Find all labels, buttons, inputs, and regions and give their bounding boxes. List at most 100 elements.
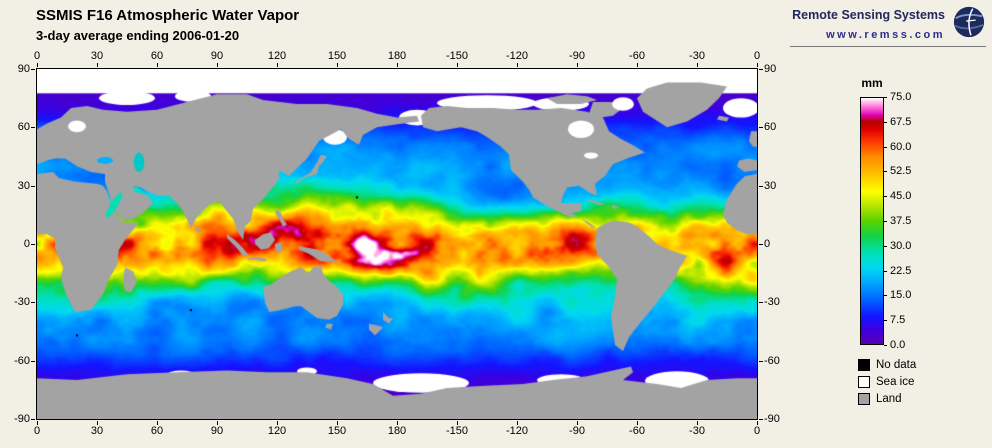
lon-tick-label-bottom: -60 (629, 425, 645, 437)
legend-item: No data (858, 359, 916, 371)
lat-tick-left (31, 69, 35, 70)
lat-tick-label-right: -60 (764, 354, 780, 367)
lat-tick-right (759, 302, 763, 304)
lon-tick-bottom (157, 421, 158, 425)
colorbar-tick-label: 30.0 (890, 239, 912, 252)
lat-tick-label-left: 30 (17, 179, 30, 192)
lat-tick-left (31, 419, 35, 420)
lat-tick-right (759, 419, 763, 420)
lat-tick-left (31, 302, 35, 304)
legend-swatch (858, 359, 870, 371)
lon-tick-top (217, 63, 218, 67)
map-legend: No data Sea ice Land (858, 359, 916, 405)
colorbar-tick-label: 52.5 (890, 165, 912, 178)
legend-label: Sea ice (876, 376, 915, 388)
lon-tick-label-top: -60 (629, 50, 645, 62)
colorbar-tick-label: 7.5 (890, 314, 906, 327)
lon-tick-label-top: 180 (387, 50, 407, 62)
lon-tick-label-bottom: 90 (210, 425, 224, 437)
lat-tick-label-right: -30 (764, 296, 780, 309)
lon-tick-label-bottom: 0 (33, 425, 41, 437)
lon-tick-label-bottom: 30 (90, 425, 104, 437)
page-subtitle: 3-day average ending 2006-01-20 (36, 28, 240, 43)
lon-tick-label-top: 60 (150, 50, 164, 62)
legend-label: Land (876, 393, 902, 405)
colorbar-tick (884, 146, 887, 148)
colorbar-tick-label: 67.5 (890, 115, 912, 128)
lon-tick-top (397, 63, 398, 67)
lon-tick-label-bottom: -120 (505, 425, 529, 437)
legend-item: Land (858, 393, 916, 405)
lat-tick-label-left: 60 (17, 121, 30, 134)
lon-tick-bottom (637, 421, 638, 425)
legend-swatch (858, 393, 870, 405)
lat-tick-right (759, 69, 763, 70)
lon-tick-label-top: -90 (569, 50, 585, 62)
colorbar-unit-label: mm (861, 76, 883, 90)
colorbar-tick (884, 171, 887, 173)
lon-tick-label-bottom: 0 (753, 425, 761, 437)
lat-tick-label-left: -30 (14, 296, 30, 309)
lon-tick-top (517, 63, 518, 67)
lon-tick-top (637, 63, 638, 67)
lon-tick-bottom (757, 421, 758, 425)
lon-tick-label-top: 0 (753, 50, 761, 62)
lat-tick-label-right: 60 (764, 121, 777, 134)
legend-swatch (858, 376, 870, 388)
water-vapor-map-canvas (37, 69, 757, 419)
remss-globe-logo (953, 6, 985, 38)
colorbar-tick (884, 221, 887, 222)
lon-tick-bottom (577, 421, 578, 425)
lat-tick-left (31, 244, 35, 245)
colorbar-tick (884, 295, 887, 297)
lon-tick-top (337, 63, 338, 67)
branding-text: Remote Sensing Systems www.remss.com (792, 5, 945, 41)
lat-tick-left (31, 185, 35, 187)
lon-tick-bottom (337, 421, 338, 425)
lon-tick-bottom (277, 421, 278, 425)
lon-tick-bottom (457, 421, 458, 425)
lon-tick-top (757, 63, 758, 67)
lat-tick-right (759, 360, 763, 362)
legend-item: Sea ice (858, 376, 916, 388)
lon-tick-label-bottom: 180 (387, 425, 407, 437)
lat-tick-label-right: -90 (764, 413, 780, 425)
colorbar-tick-label: 60.0 (890, 140, 912, 153)
colorbar-tick-label: 15.0 (890, 289, 912, 302)
legend-label: No data (876, 359, 917, 371)
colorbar-tick (884, 97, 887, 98)
colorbar-tick (884, 121, 887, 123)
lon-tick-top (577, 63, 578, 67)
lon-tick-label-top: -150 (445, 50, 469, 62)
lat-tick-right (759, 244, 763, 245)
colorbar-tick-label: 45.0 (890, 190, 912, 203)
lon-tick-bottom (97, 421, 98, 425)
lon-tick-top (97, 63, 98, 67)
lon-tick-bottom (697, 421, 698, 425)
lon-tick-bottom (517, 421, 518, 425)
branding-url-link[interactable]: www.remss.com (826, 29, 945, 41)
lon-tick-label-top: 150 (327, 50, 347, 62)
colorbar (860, 97, 884, 345)
lon-tick-label-top: 120 (267, 50, 287, 62)
lon-tick-label-bottom: 150 (327, 425, 347, 437)
lon-tick-label-top: -30 (689, 50, 705, 62)
lat-tick-label-left: 90 (17, 63, 30, 75)
colorbar-tick (884, 320, 887, 322)
colorbar-tick (884, 270, 887, 272)
lon-tick-top (37, 63, 38, 67)
colorbar-tick-label: 75.0 (890, 91, 912, 103)
lat-tick-label-right: 30 (764, 179, 777, 192)
lon-tick-bottom (217, 421, 218, 425)
lon-tick-label-top: 0 (33, 50, 41, 62)
lon-tick-top (697, 63, 698, 67)
lon-tick-top (157, 63, 158, 67)
lon-tick-label-top: 90 (210, 50, 224, 62)
branding-name: Remote Sensing Systems (792, 8, 945, 22)
lat-tick-left (31, 127, 35, 129)
lon-tick-top (457, 63, 458, 67)
lat-tick-label-right: 90 (764, 63, 777, 75)
lon-tick-label-bottom: -30 (689, 425, 705, 437)
lon-tick-label-bottom: -90 (569, 425, 585, 437)
